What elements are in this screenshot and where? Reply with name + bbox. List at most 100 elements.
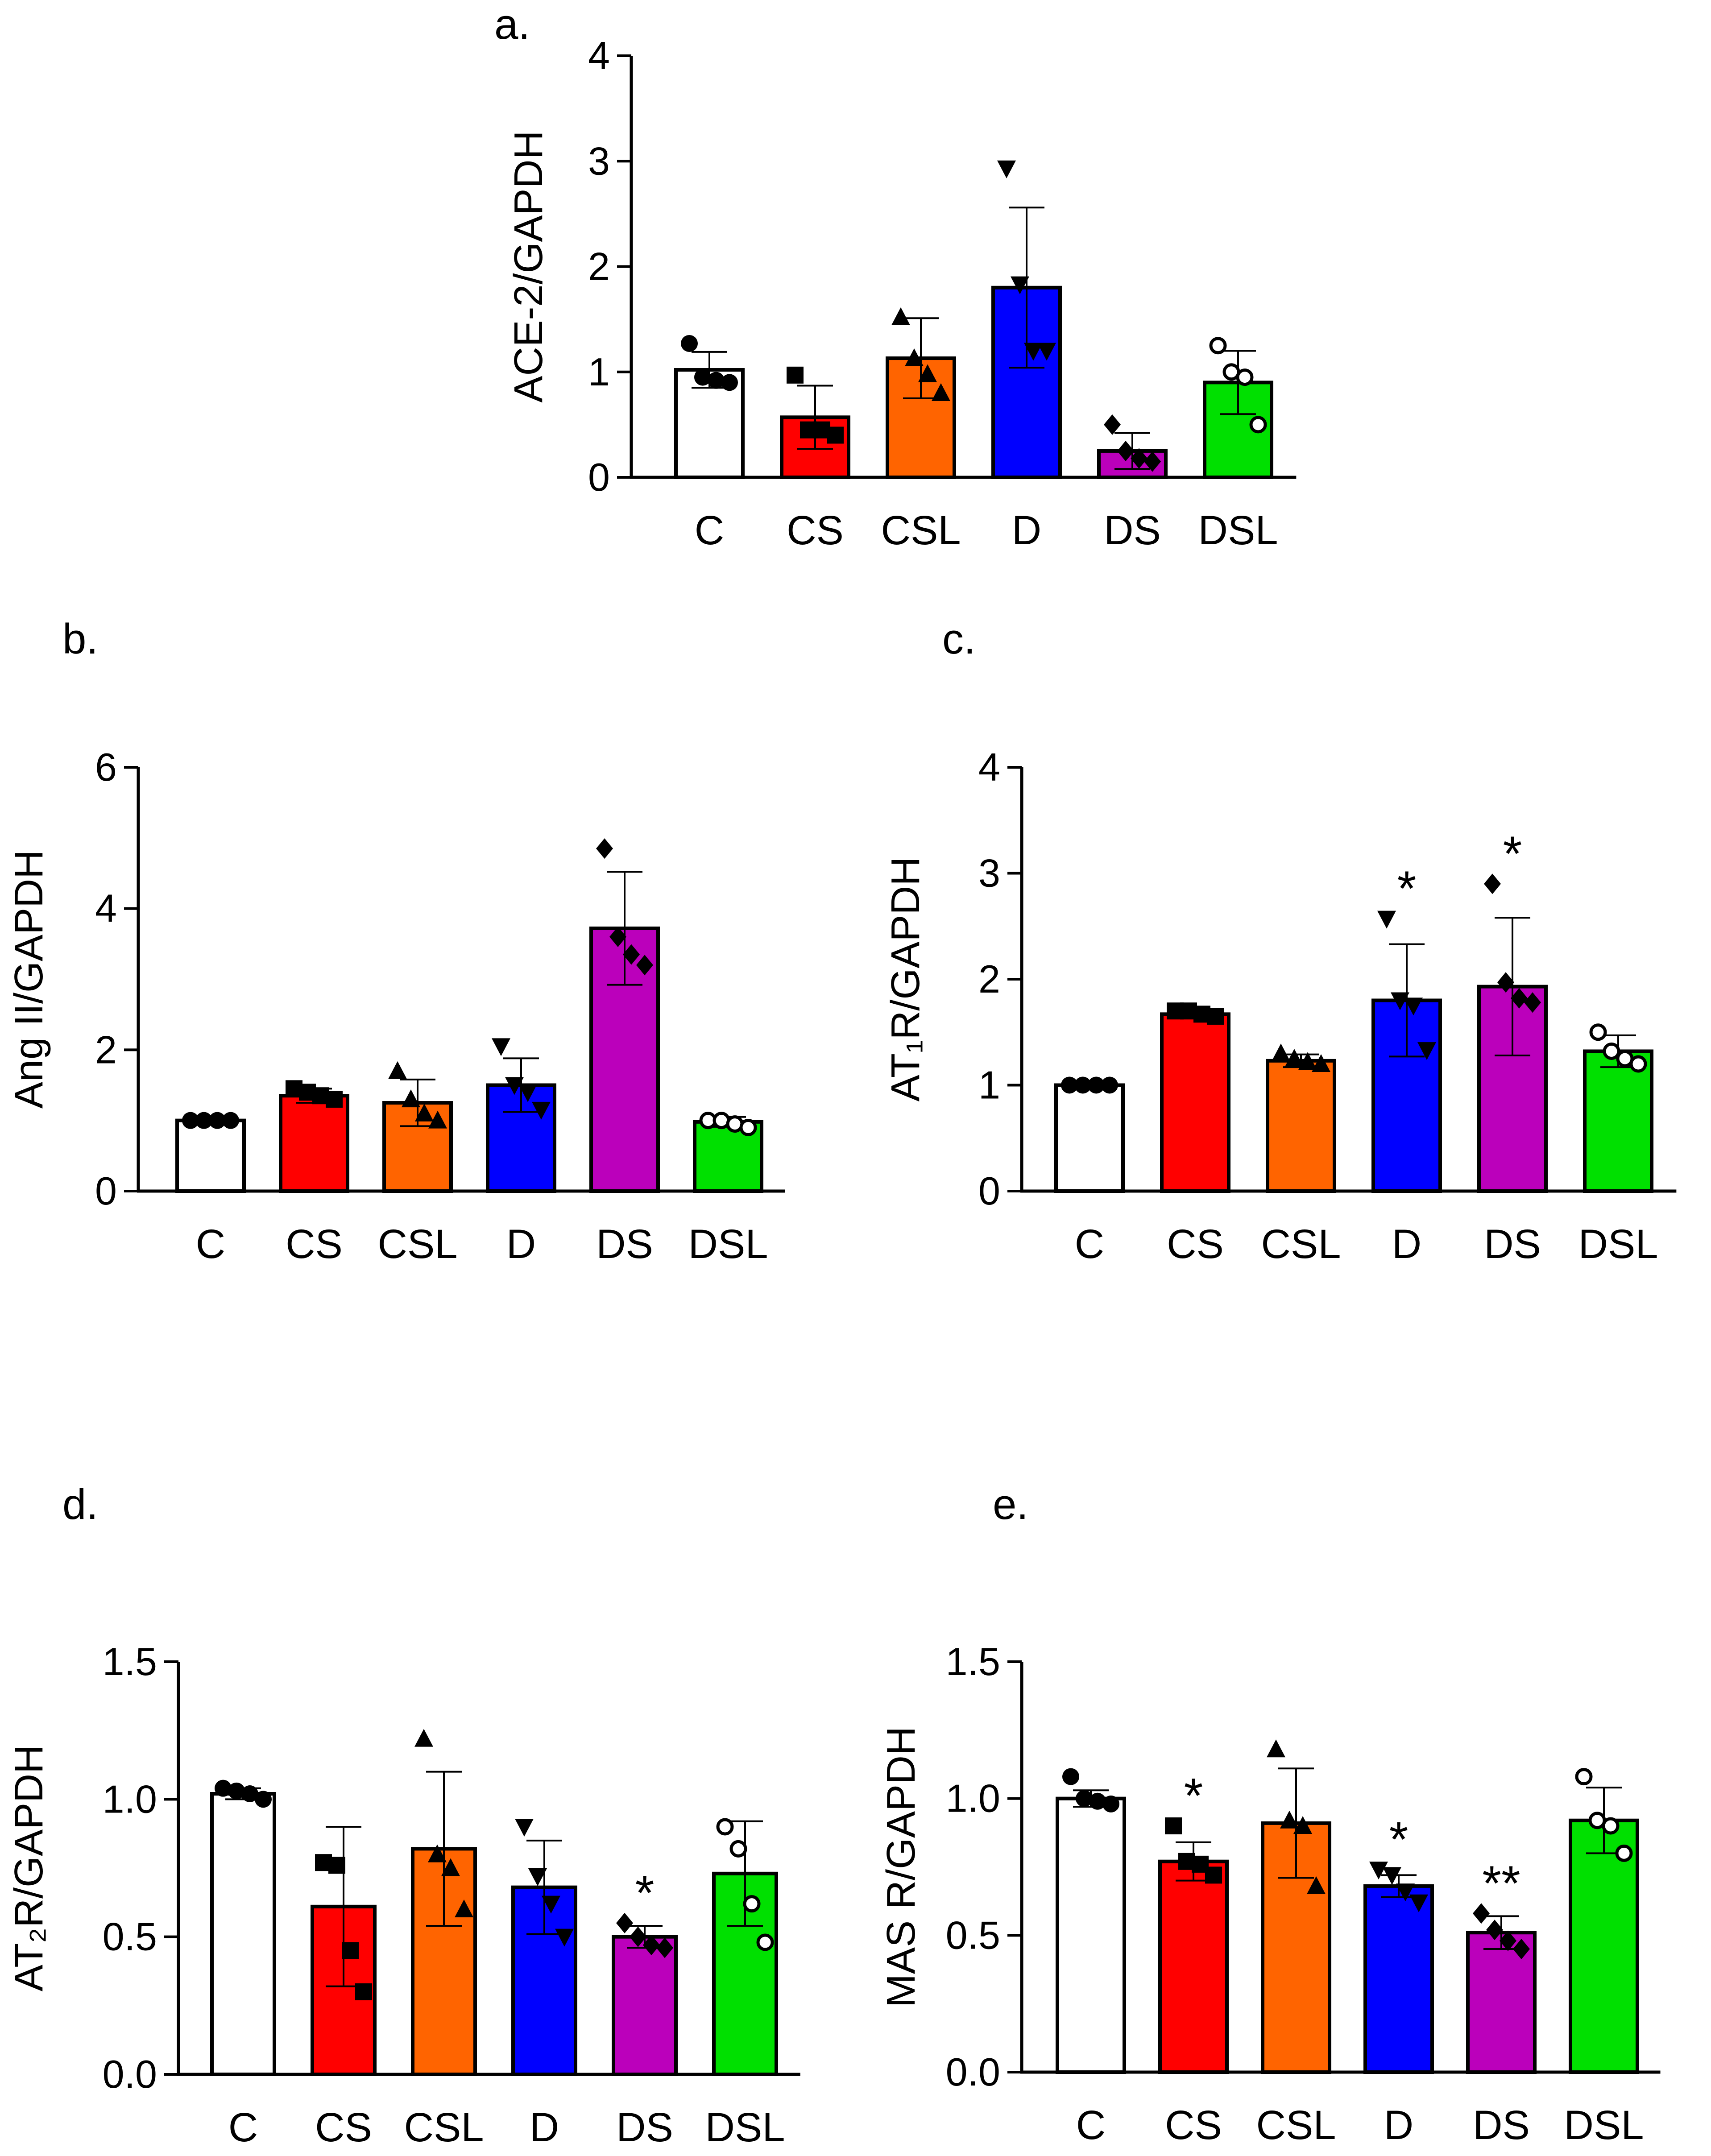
data-point-CSL — [1280, 1810, 1299, 1829]
data-point-D — [997, 160, 1016, 178]
data-point-C — [1101, 1076, 1118, 1094]
x-tick-label-DS: DS — [1473, 2102, 1530, 2148]
x-tick-label-CSL: CSL — [1261, 1221, 1341, 1267]
data-point-CSL — [1285, 1049, 1304, 1067]
data-point-DSL — [739, 1119, 757, 1136]
data-point-DSL — [1629, 1055, 1647, 1073]
x-tick-label-D: D — [530, 2105, 559, 2150]
data-point-CSL — [1307, 1876, 1326, 1894]
data-point-C — [195, 1112, 212, 1129]
data-point-DS — [596, 838, 613, 859]
y-axis-label: AT₂R/GAPDH — [7, 1745, 51, 1991]
data-point-CS — [342, 1942, 359, 1959]
significance-mark-D: * — [1389, 1812, 1409, 1867]
x-tick-label-CS: CS — [1165, 2102, 1222, 2148]
panel-letter-d: d. — [62, 1481, 99, 1528]
data-point-C — [222, 1112, 239, 1129]
x-tick-label-CSL: CSL — [1256, 2102, 1336, 2148]
x-tick-label-CS: CS — [315, 2105, 372, 2150]
data-point-CSL — [1312, 1054, 1330, 1072]
data-point-D — [542, 1895, 560, 1914]
data-point-CSL — [1267, 1739, 1285, 1758]
data-point-CSL — [455, 1899, 473, 1917]
x-tick-label-C: C — [1075, 1221, 1104, 1267]
y-tick-label: 2 — [978, 957, 1000, 1001]
x-tick-label-D: D — [506, 1221, 536, 1267]
data-point-CSL — [388, 1061, 407, 1079]
x-tick-label-DSL: DSL — [1578, 1221, 1658, 1267]
data-point-CS — [326, 1091, 343, 1108]
data-point-CSL — [428, 1844, 447, 1862]
data-point-D — [1409, 1894, 1428, 1912]
data-point-D — [515, 1819, 534, 1837]
data-point-DS — [1473, 1903, 1490, 1924]
data-point-CSL — [932, 383, 950, 401]
data-point-D — [1037, 343, 1056, 361]
data-point-D — [1024, 343, 1043, 361]
chart-d: 0.0 0.5 1.0 1.5 AT₂R/GAPDH C CS CSL D * DS DSL — [7, 1639, 800, 2150]
panel-letter-e: e. — [993, 1481, 1029, 1528]
data-point-CSL — [918, 364, 937, 382]
data-point-CSL — [414, 1729, 433, 1747]
data-point-C — [1102, 1795, 1119, 1813]
data-point-D — [1383, 1867, 1401, 1885]
bar-D — [1363, 1884, 1434, 2074]
x-tick-label-DSL: DSL — [1564, 2102, 1644, 2148]
y-axis-label: Ang II/GAPDH — [7, 850, 51, 1109]
chart-c: 0 1 2 3 4 AT₁R/GAPDH C CS CSL * D * DS DSL — [883, 745, 1677, 1267]
data-point-C — [255, 1791, 272, 1808]
data-point-CS — [1165, 1817, 1182, 1834]
y-tick-label: 2 — [95, 1027, 117, 1072]
data-point-DSL — [1602, 1817, 1620, 1835]
data-point-CS — [1205, 1866, 1222, 1884]
data-point-CSL — [1293, 1816, 1312, 1834]
data-point-CSL — [1272, 1043, 1290, 1062]
y-tick-label: 6 — [95, 745, 117, 789]
data-point-DSL — [1615, 1844, 1633, 1862]
x-tick-label-CSL: CSL — [881, 508, 961, 553]
data-point-D — [1391, 992, 1409, 1010]
bar-C — [210, 1792, 276, 2076]
x-tick-label-C: C — [228, 2105, 258, 2150]
y-tick-label: 4 — [95, 886, 117, 931]
y-tick-label: 4 — [588, 33, 610, 78]
bar-CS — [279, 1094, 349, 1193]
x-tick-label-DSL: DSL — [688, 1221, 768, 1267]
y-tick-label: 1 — [588, 350, 610, 394]
data-point-DS — [1511, 988, 1528, 1009]
data-point-DSL — [1575, 1768, 1593, 1786]
data-point-CSL — [441, 1858, 460, 1876]
data-point-DS — [630, 1926, 646, 1947]
data-point-C — [215, 1779, 232, 1797]
data-point-DSL — [716, 1818, 734, 1836]
data-point-C — [694, 368, 711, 386]
data-point-C — [681, 335, 698, 352]
x-tick-label-DS: DS — [1484, 1221, 1541, 1267]
data-point-CSL — [1298, 1052, 1317, 1070]
x-tick-label-CS: CS — [787, 508, 844, 553]
data-point-CSL — [402, 1089, 420, 1108]
bar-DS — [1466, 1931, 1537, 2074]
data-point-D — [1396, 1883, 1415, 1902]
data-point-DS — [1144, 451, 1161, 472]
bar-CS — [1158, 1859, 1229, 2074]
x-tick-label-CS: CS — [1167, 1221, 1224, 1267]
x-tick-label-CSL: CSL — [404, 2105, 484, 2150]
y-tick-label: 0.0 — [946, 2050, 1000, 2094]
data-point-C — [708, 372, 725, 389]
bar-C — [175, 1118, 246, 1193]
data-point-CS — [355, 1983, 372, 2000]
chart-a: 0 1 2 3 4 ACE-2/GAPDH C CS CSL D DS DSL — [506, 33, 1297, 553]
data-point-DSL — [729, 1840, 747, 1858]
data-point-C — [209, 1112, 226, 1129]
y-tick-label: 0 — [95, 1169, 117, 1213]
data-point-C — [721, 374, 738, 391]
data-point-DS — [1513, 1939, 1530, 1959]
data-point-C — [1088, 1076, 1105, 1094]
bar-C — [1054, 1083, 1125, 1193]
data-point-D — [528, 1868, 547, 1886]
data-point-DS — [643, 1935, 660, 1956]
significance-mark-CS: * — [1184, 1768, 1203, 1823]
y-tick-label: 1.5 — [946, 1639, 1000, 1684]
